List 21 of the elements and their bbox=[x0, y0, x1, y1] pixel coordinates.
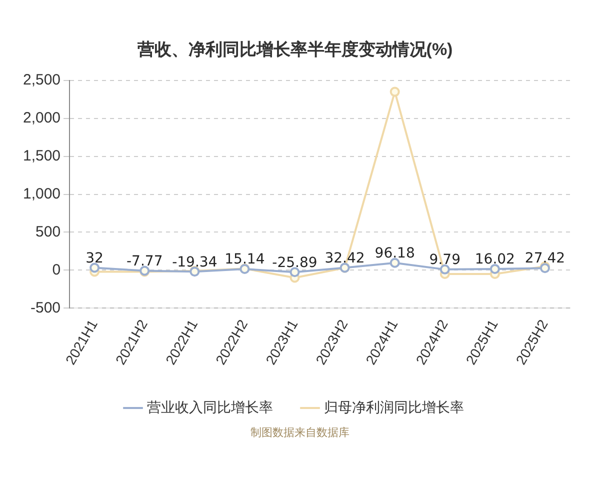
data-label: 96.18 bbox=[374, 246, 415, 262]
y-tick-label: -500 bbox=[30, 299, 61, 316]
legend-label: 营业收入同比增长率 bbox=[147, 398, 273, 415]
y-tick-label: 1,500 bbox=[22, 147, 61, 164]
legend-label: 归母净利润同比增长率 bbox=[324, 398, 464, 415]
chart-title: 营收、净利同比增长率半年度变动情况(%) bbox=[136, 40, 453, 59]
data-label: -7.77 bbox=[126, 253, 163, 270]
data-label: 15.14 bbox=[224, 252, 265, 268]
data-label: -25.89 bbox=[272, 254, 318, 271]
data-label: 27.42 bbox=[524, 250, 566, 267]
y-tick-label: 2,500 bbox=[22, 72, 61, 89]
data-label: 32.42 bbox=[324, 250, 365, 266]
data-label: 16.02 bbox=[474, 252, 515, 268]
data-label: 32 bbox=[86, 250, 104, 266]
y-tick-label: 0 bbox=[52, 261, 61, 278]
y-tick-label: 2,000 bbox=[22, 109, 61, 126]
y-tick-label: 500 bbox=[36, 223, 61, 240]
data-label: -19.34 bbox=[172, 254, 218, 270]
y-tick-label: 1,000 bbox=[22, 185, 61, 202]
data-label: 9.79 bbox=[429, 252, 460, 268]
text: 制图数据来自数据库 bbox=[250, 425, 350, 440]
